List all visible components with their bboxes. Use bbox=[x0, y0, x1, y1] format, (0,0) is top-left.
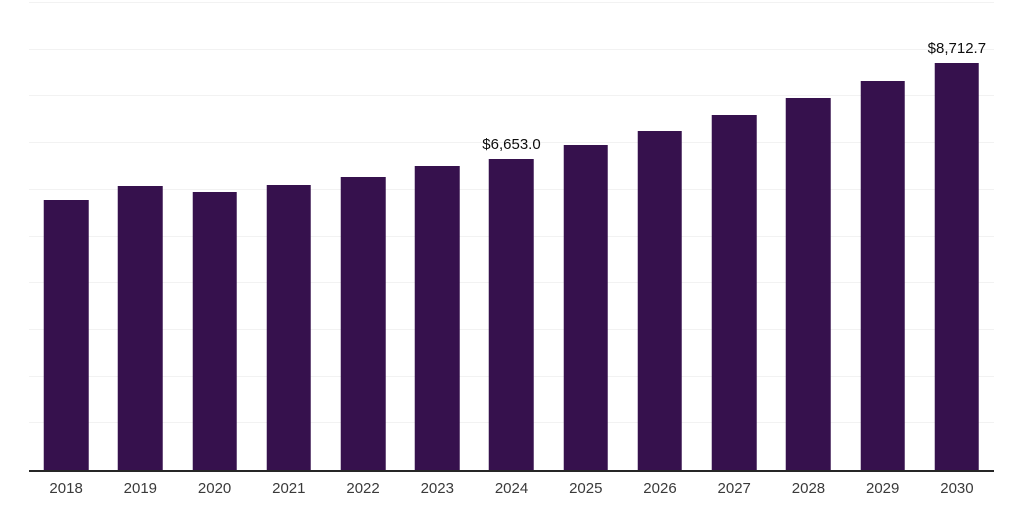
x-tick-label-2021: 2021 bbox=[272, 480, 306, 497]
x-tick-label-2022: 2022 bbox=[346, 480, 380, 497]
bar-slot-2020 bbox=[177, 3, 251, 470]
bar-2019 bbox=[118, 185, 163, 470]
plot-area: $6,653.0 $8,712.7 bbox=[29, 2, 994, 472]
x-tick-label-2020: 2020 bbox=[197, 480, 232, 497]
bar-slot-2030: $8,712.7 bbox=[920, 3, 994, 470]
gridline bbox=[29, 95, 994, 97]
bar-slot-2022 bbox=[326, 3, 400, 470]
x-tick-label-2025: 2025 bbox=[569, 480, 603, 497]
bar-2023 bbox=[414, 165, 460, 470]
bar-2025 bbox=[563, 145, 608, 470]
bar-2026 bbox=[637, 130, 683, 470]
bar-slot-2021 bbox=[252, 3, 326, 470]
bar-slot-2024: $6,653.0 bbox=[474, 3, 548, 470]
x-tick-label-2029: 2029 bbox=[866, 480, 900, 497]
bar-slot-2029 bbox=[846, 3, 920, 470]
bar-slot-2026 bbox=[623, 3, 697, 470]
value-label-2024: $6,653.0 bbox=[482, 136, 541, 154]
bar-slot-2023 bbox=[400, 3, 474, 470]
x-tick-label-2030: 2030 bbox=[940, 480, 974, 497]
bar-2029 bbox=[860, 80, 905, 470]
x-tick-label-2026: 2026 bbox=[643, 480, 677, 497]
bar-slot-2027 bbox=[697, 3, 771, 470]
x-tick-label-2027: 2027 bbox=[717, 480, 751, 497]
bar-2018 bbox=[43, 199, 89, 470]
x-tick-label-2028: 2028 bbox=[791, 480, 826, 497]
x-tick-label-2019: 2019 bbox=[123, 480, 158, 497]
x-axis-labels: 2018 2019 2020 2021 2022 2023 2024 2025 2026 2027… bbox=[29, 479, 994, 499]
bar-2030 bbox=[934, 63, 980, 470]
bar-2021 bbox=[266, 184, 312, 470]
gridline bbox=[29, 48, 994, 50]
x-tick-label-2023: 2023 bbox=[420, 480, 454, 497]
bar-slot-2019 bbox=[103, 3, 177, 470]
x-tick-label-2024: 2024 bbox=[494, 480, 529, 497]
bar-2020 bbox=[192, 192, 237, 470]
bar-2027 bbox=[711, 114, 757, 470]
bar-2028 bbox=[786, 98, 831, 470]
gridline bbox=[29, 2, 994, 3]
value-label-2030: $8,712.7 bbox=[927, 40, 987, 58]
bar-slot-2028 bbox=[771, 3, 845, 470]
x-tick-label-2018: 2018 bbox=[49, 480, 83, 497]
bar-2022 bbox=[340, 177, 386, 470]
bar-slot-2025 bbox=[549, 3, 623, 470]
bar-2024 bbox=[489, 159, 534, 470]
bar-slot-2018 bbox=[29, 3, 103, 470]
gridline bbox=[29, 142, 994, 144]
